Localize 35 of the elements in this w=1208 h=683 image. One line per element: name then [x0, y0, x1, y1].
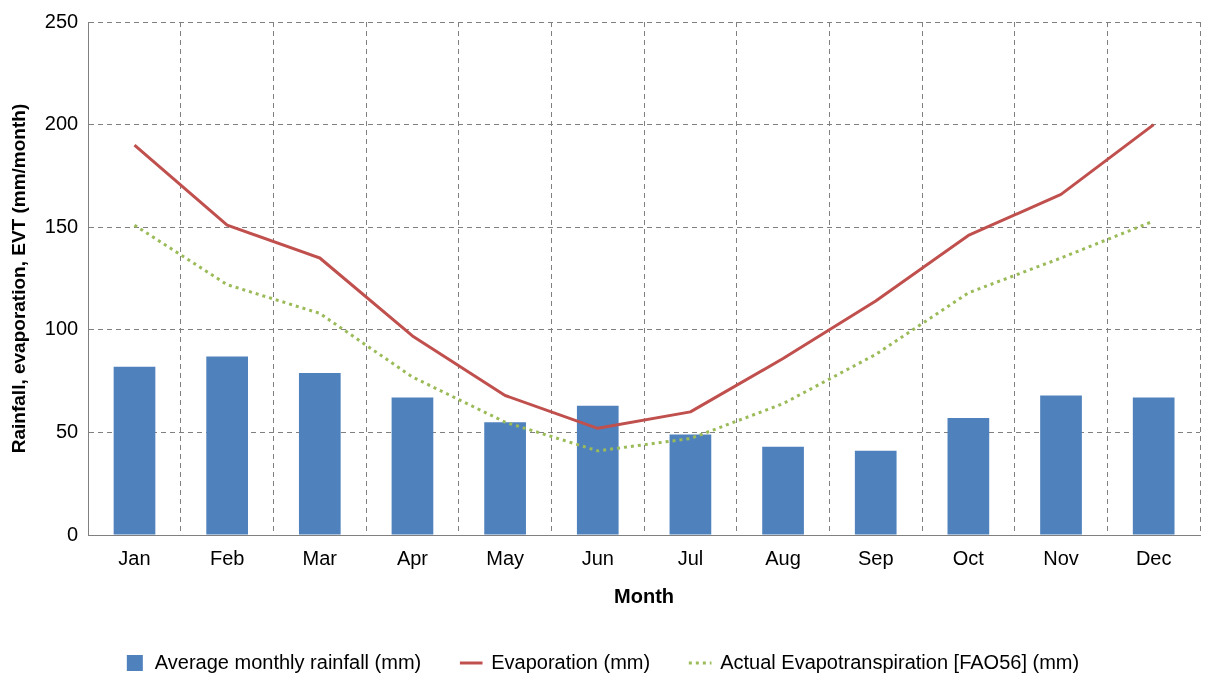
- x-axis-title: Month: [614, 584, 675, 607]
- bar: [669, 434, 712, 535]
- legend-label: Actual Evapotranspiration [FAO56] (mm): [720, 650, 1080, 673]
- bar: [762, 446, 804, 535]
- y-tick-label: 100: [44, 317, 79, 340]
- bar: [113, 366, 156, 535]
- bar: [1132, 397, 1175, 535]
- bar: [947, 418, 990, 535]
- y-tick-label: 200: [44, 112, 79, 135]
- x-tick-label: Jun: [581, 546, 614, 569]
- x-tick-label: Feb: [209, 546, 245, 569]
- y-tick-label: 0: [67, 522, 79, 545]
- x-tick-label: Jul: [677, 546, 704, 569]
- x-tick-label: Jan: [118, 546, 151, 569]
- x-tick-label: Oct: [952, 546, 985, 569]
- x-tick-label: Dec: [1135, 546, 1172, 569]
- bar: [206, 356, 248, 535]
- x-tick-label: Apr: [396, 546, 429, 569]
- x-tick-label: May: [486, 546, 524, 569]
- legend-label: Average monthly rainfall (mm): [154, 650, 422, 673]
- x-tick-label: Aug: [765, 546, 801, 569]
- bar: [391, 397, 434, 535]
- bar: [484, 422, 526, 535]
- bar: [576, 405, 619, 535]
- legend-label: Evaporation (mm): [491, 650, 651, 673]
- x-tick-label: Nov: [1043, 546, 1079, 569]
- x-tick-label: Mar: [302, 546, 338, 569]
- y-tick-label: 150: [44, 214, 79, 237]
- bar: [298, 372, 341, 535]
- x-tick-label: Sep: [857, 546, 894, 569]
- bar: [1040, 395, 1082, 535]
- bar: [854, 450, 897, 535]
- y-axis-title: Rainfall, evaporation, EVT (mm/month): [7, 103, 29, 454]
- y-tick-label: 50: [55, 419, 79, 442]
- y-tick-label: 250: [44, 9, 79, 32]
